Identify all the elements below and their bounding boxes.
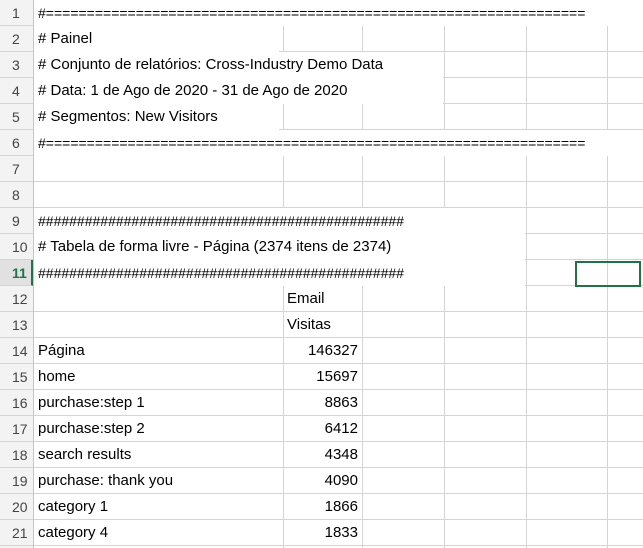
cell-a3[interactable]: # Conjunto de relatórios: Cross-Industry… <box>34 52 443 78</box>
row-gridline <box>34 129 643 130</box>
row-header[interactable]: 18 <box>0 442 33 468</box>
cell-visits-value[interactable]: 146327 <box>307 342 358 359</box>
row-gridline <box>34 337 643 338</box>
cell-page-label[interactable]: category 1 <box>38 498 109 515</box>
cell-b12-email-header[interactable]: Email <box>287 290 325 307</box>
row-header-column: 1 2 3 4 5 6 7 8 9 10 11 12 13 14 15 16 1… <box>0 0 34 548</box>
cell-page-label[interactable]: home <box>38 368 76 385</box>
cell-page-label[interactable]: search results <box>38 446 132 463</box>
row-gridline <box>34 389 643 390</box>
row-header-active[interactable]: 11 <box>0 260 33 286</box>
cell-visits-value[interactable]: 4090 <box>324 472 358 489</box>
row-gridline <box>34 51 643 52</box>
cell-a11[interactable]: ########################################… <box>34 260 525 286</box>
cell-a5[interactable]: # Segmentos: New Visitors <box>34 104 279 130</box>
row-gridline <box>34 545 643 546</box>
row-header[interactable]: 20 <box>0 494 33 520</box>
cell-a1[interactable]: #=======================================… <box>34 0 643 26</box>
cell-a9[interactable]: ########################################… <box>34 208 525 234</box>
cell-visits-value[interactable]: 1833 <box>324 524 358 541</box>
row-header[interactable]: 7 <box>0 156 33 182</box>
active-cell-selection[interactable] <box>575 261 641 287</box>
row-header[interactable]: 13 <box>0 312 33 338</box>
cell-page-label[interactable]: purchase:step 2 <box>38 420 145 437</box>
cell-visits-value[interactable]: 6412 <box>324 420 358 437</box>
column-gridline <box>526 0 527 548</box>
row-header[interactable]: 8 <box>0 182 33 208</box>
row-gridline <box>34 363 643 364</box>
cell-a4[interactable]: # Data: 1 de Ago de 2020 - 31 de Ago de … <box>34 78 443 104</box>
row-gridline <box>34 441 643 442</box>
row-gridline <box>34 493 643 494</box>
row-header[interactable]: 15 <box>0 364 33 390</box>
row-gridline <box>34 181 643 182</box>
cell-page-label[interactable]: purchase:step 1 <box>38 394 145 411</box>
cell-page-label[interactable]: purchase: thank you <box>38 472 174 489</box>
row-header[interactable]: 19 <box>0 468 33 494</box>
cell-visits-value[interactable]: 4348 <box>324 446 358 463</box>
cell-page-label[interactable]: category 4 <box>38 524 109 541</box>
row-header[interactable]: 12 <box>0 286 33 312</box>
row-gridline <box>34 207 643 208</box>
row-gridline <box>34 467 643 468</box>
row-header[interactable]: 1 <box>0 0 33 26</box>
row-gridline <box>34 519 643 520</box>
cell-visits-value[interactable]: 8863 <box>324 394 358 411</box>
row-header[interactable]: 6 <box>0 130 33 156</box>
row-header[interactable]: 14 <box>0 338 33 364</box>
row-header[interactable]: 3 <box>0 52 33 78</box>
row-header[interactable]: 9 <box>0 208 33 234</box>
cell-a2[interactable]: # Painel <box>34 26 279 52</box>
cell-grid[interactable]: #=======================================… <box>34 0 643 548</box>
row-header[interactable]: 2 <box>0 26 33 52</box>
row-gridline <box>34 311 643 312</box>
cell-visits-value[interactable]: 1866 <box>324 498 358 515</box>
cell-a6[interactable]: #=======================================… <box>34 130 643 156</box>
cell-visits-value[interactable]: 15697 <box>316 368 358 385</box>
cell-b13-visits-header[interactable]: Visitas <box>287 316 331 333</box>
row-header[interactable]: 16 <box>0 390 33 416</box>
row-header[interactable]: 21 <box>0 520 33 546</box>
column-gridline <box>607 0 608 548</box>
cell-a10[interactable]: # Tabela de forma livre - Página (2374 i… <box>34 234 525 260</box>
row-header[interactable]: 10 <box>0 234 33 260</box>
row-header[interactable]: 4 <box>0 78 33 104</box>
row-header[interactable]: 5 <box>0 104 33 130</box>
row-header[interactable]: 17 <box>0 416 33 442</box>
row-gridline <box>34 415 643 416</box>
cell-page-label[interactable]: Página <box>38 342 85 359</box>
